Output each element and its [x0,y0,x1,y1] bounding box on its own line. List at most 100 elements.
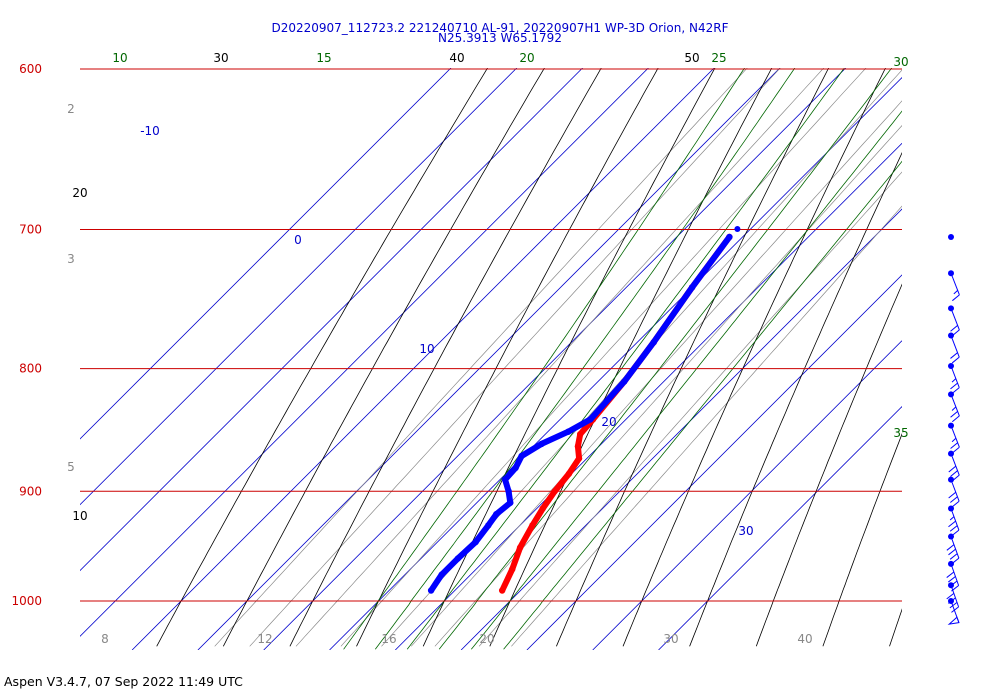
launch-point-marker [734,225,741,232]
temperature-point [575,455,583,462]
wind-barb-staff [950,308,960,331]
mixing-ratio-line [478,171,902,647]
wind-barb-flag [951,415,960,423]
wind-barb-flag [951,606,959,613]
isotherm-line [80,68,583,572]
isotherm-line [592,340,902,650]
wind-barb-flag [949,525,958,532]
mixing-ratio-label: 16 [381,632,396,646]
wind-barb [950,365,960,394]
mixing-ratio-label: 30 [663,632,678,646]
dewpoint-point [454,555,462,562]
dry-adiabat-label: 20 [72,186,87,200]
wind-barb-pennant [947,616,960,625]
dry-adiabat-line [889,608,902,647]
dewpoint-point [512,464,519,472]
dry-adiabat-label: 40 [449,51,464,65]
mixing-ratio-line [410,100,902,647]
dewpoint-point [493,510,500,518]
moist-adiabat-label: 10 [112,51,127,65]
isotherm-line [80,68,452,440]
moist-adiabat-line [438,68,893,650]
moist-adiabat-line [406,68,845,650]
wind-barb-staff [950,563,960,586]
isotherm-line [460,208,902,650]
dry-adiabat-line [622,68,886,647]
mixing-ratio-label: 20 [479,632,494,646]
wind-barb-staff [950,585,960,608]
dewpoint-point [518,452,525,460]
wind-barb-staff [950,425,960,448]
wind-barb-staff [950,273,960,296]
wind-barb [947,600,960,625]
temperature-trace [499,234,733,594]
temperature-point [565,470,573,477]
isobar-label: 600 [19,62,42,76]
isotherm-line [329,76,902,650]
dry-adiabat-label: 50 [684,51,699,65]
dry-adiabat-line [755,283,902,647]
isotherm-line [395,142,902,650]
dry-adiabat-line [689,151,902,647]
wind-barb [950,335,960,364]
wind-barb-staff [950,394,960,417]
dry-adiabat-line [356,68,659,647]
dewpoint-point [505,488,512,495]
temperature-point [577,430,584,438]
isotherm-line [80,68,518,506]
wind-barb [948,508,960,537]
mixing-ratio-label: 5 [67,460,75,474]
temperature-point [516,544,524,551]
dry-adiabat-line [222,68,545,647]
wind-barb [950,394,960,423]
isotherm-line [658,405,902,650]
dry-adiabat-line [422,68,716,647]
moist-adiabat-line [343,68,745,650]
temperature-point [551,488,558,495]
mixing-ratio-label: 40 [797,632,812,646]
wind-barb-point [948,233,954,240]
wind-barb-flag [950,325,958,332]
moist-adiabat-line [503,160,902,650]
temperature-point [539,505,546,512]
dewpoint-point [507,499,514,506]
mixing-ratio-label: 8 [101,632,109,646]
isotherm-label: 30 [738,524,753,538]
wind-barb-half-flag [953,289,958,295]
moist-adiabat-label: 35 [893,426,908,440]
dewpoint-point [472,538,479,546]
chart-title-line1: D20220907_112723.2 221240710 AL-91, 2022… [271,21,729,35]
isotherm-line [131,68,715,650]
isotherm-line [197,68,781,650]
wind-barb-flag [947,576,956,583]
dewpoint-point [501,476,509,483]
dry-adiabat-line [556,68,829,647]
mixing-ratio-line [434,125,902,647]
dry-adiabat-label: 30 [213,51,228,65]
dewpoint-point [650,339,657,346]
temperature-point [509,566,516,573]
chart-title-line2: N25.3913 W65.1792 [438,31,562,45]
wind-barb-flag [950,382,958,390]
dry-adiabat-line [156,68,488,647]
dewpoint-point [485,522,492,529]
dry-adiabat-label: 10 [72,509,87,523]
wind-barb [950,273,960,302]
dewpoint-point [688,284,696,291]
mixing-ratio-label: 12 [257,632,272,646]
wind-barb-staff [950,365,960,388]
software-footer: Aspen V3.4.7, 07 Sep 2022 11:49 UTC [4,674,243,689]
wind-barb-staff [950,335,960,358]
mixing-ratio-line [249,68,781,647]
wind-barb-flag [950,352,958,359]
wind-barb-flag [946,571,955,578]
isotherm-label: 0 [294,233,302,247]
wind-barb-flag [951,356,960,364]
dewpoint-point [726,233,733,241]
dry-adiabat-line [489,68,773,647]
wind-barb-flag [946,544,955,551]
isotherm-label: 10 [419,342,434,356]
isotherm-line [80,68,649,637]
dry-adiabat-line [289,68,602,647]
